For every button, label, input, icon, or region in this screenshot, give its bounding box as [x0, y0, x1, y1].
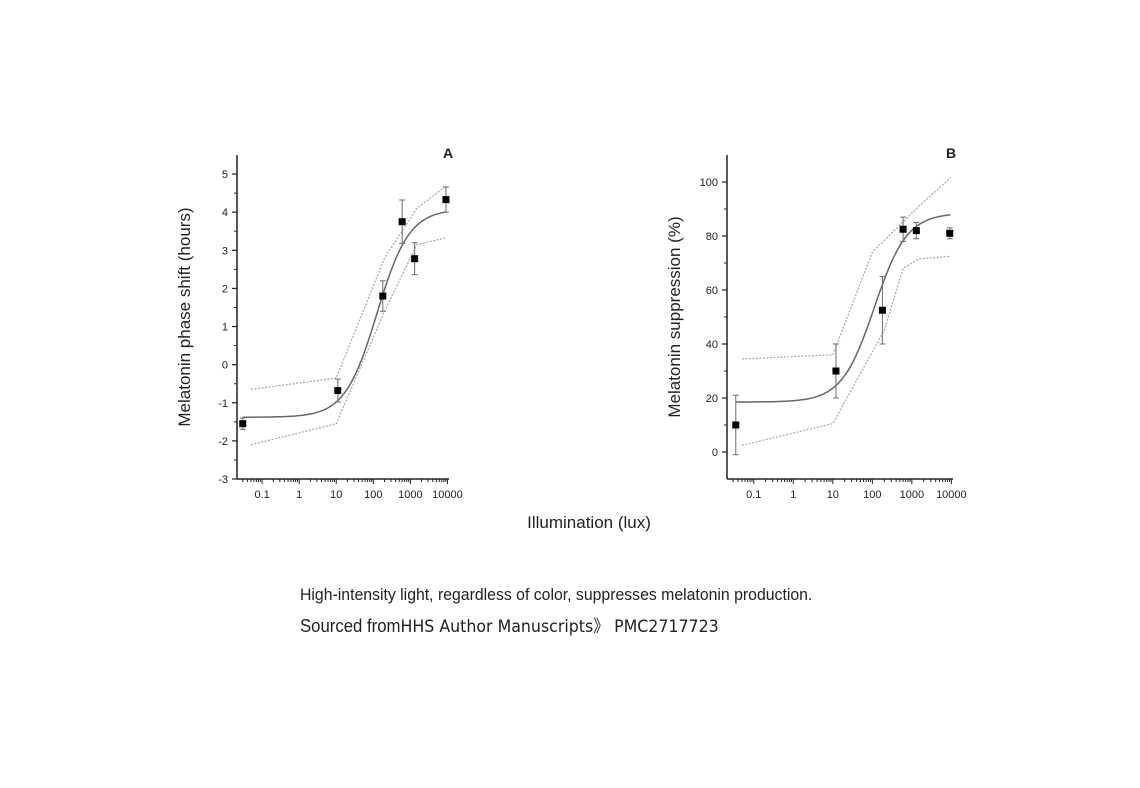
fit-curve: [735, 214, 951, 403]
y-tick-label: -2: [218, 436, 228, 448]
x-tick-label: 0.1: [254, 489, 269, 501]
data-point: [912, 227, 920, 235]
y-tick-label: 60: [706, 285, 718, 297]
y-tick-label: 4: [222, 207, 228, 219]
chart-panel-B: 0 20 40 60 80 100 0.1 1 10 100 1000 10000 Melatonin …: [665, 145, 967, 501]
x-tick-label: 10000: [432, 489, 463, 501]
y-tick-label: 80: [706, 231, 718, 243]
panel-label: A: [443, 145, 453, 161]
data-point: [442, 196, 450, 204]
y-tick-label: 20: [706, 393, 718, 405]
y-tick-label: -3: [218, 474, 228, 486]
x-tick-label: 10: [330, 489, 342, 501]
upper-confidence-band: [250, 184, 447, 391]
chart-panel-A: -3 -2 -1 0 1 2 3 4 5 0.1 1 10 100 1000 10000 Melatonin …: [175, 145, 463, 501]
y-tick-label: 5: [222, 169, 228, 181]
x-tick-label: 0.1: [746, 489, 761, 501]
data-point: [946, 229, 954, 237]
y-tick-label: 0: [712, 447, 718, 459]
lower-confidence-band: [250, 237, 447, 446]
data-point: [334, 387, 342, 395]
panel-label: B: [946, 145, 956, 161]
x-tick-label: 1: [790, 489, 796, 501]
source-name: HHS Author Manuscripts》 PMC2717723: [400, 617, 719, 637]
y-tick-label: 1: [222, 322, 228, 334]
data-point: [398, 218, 406, 226]
y-tick-label: 40: [706, 339, 718, 351]
data-point: [878, 306, 886, 314]
data-point: [239, 420, 247, 428]
source-line: Sourced fromHHS Author Manuscripts》 PMC2…: [300, 612, 719, 637]
x-tick-label: 10000: [936, 489, 967, 501]
data-point: [732, 421, 740, 429]
lower-confidence-band: [741, 255, 951, 446]
y-axis-label: Melatonin phase shift (hours): [175, 207, 194, 426]
y-tick-label: 3: [222, 245, 228, 257]
shared-x-axis-label: Illumination (lux): [527, 513, 651, 532]
data-point: [832, 367, 840, 375]
x-tick-label: 10: [827, 489, 839, 501]
y-tick-label: -1: [218, 398, 228, 410]
x-tick-label: 100: [863, 489, 881, 501]
y-tick-label: 0: [222, 360, 228, 372]
data-point: [411, 255, 419, 263]
x-tick-label: 1: [296, 489, 302, 501]
x-tick-label: 1000: [398, 489, 422, 501]
x-tick-label: 100: [364, 489, 382, 501]
y-tick-label: 100: [700, 177, 718, 189]
x-tick-label: 1000: [900, 489, 924, 501]
y-axis-label: Melatonin suppression (%): [665, 216, 684, 417]
y-tick-label: 2: [222, 283, 228, 295]
source-prefix: Sourced from: [300, 616, 401, 636]
fit-curve: [242, 211, 447, 418]
upper-confidence-band: [741, 177, 951, 360]
caption-line: High-intensity light, regardless of colo…: [300, 585, 813, 604]
data-point: [379, 292, 387, 300]
data-point: [899, 225, 907, 233]
